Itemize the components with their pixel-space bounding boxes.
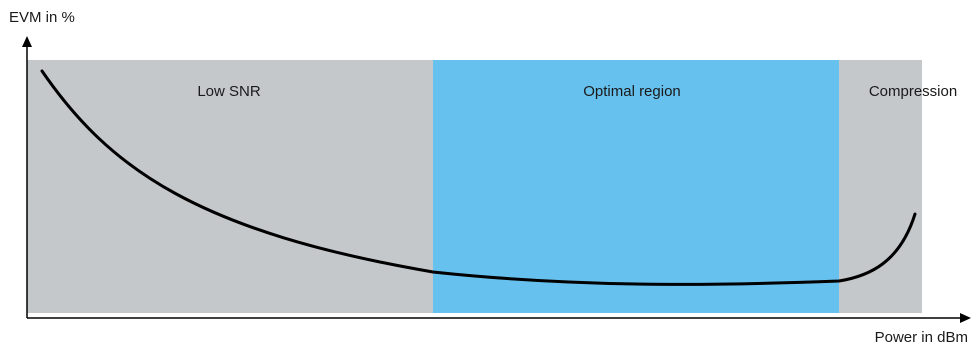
region-optimal <box>433 60 839 313</box>
region-compression <box>839 60 922 313</box>
x-axis-arrowhead <box>960 313 971 323</box>
region-label-compression: Compression <box>869 83 957 100</box>
y-axis-label: EVM in % <box>9 9 75 26</box>
x-axis-label: Power in dBm <box>875 329 968 346</box>
evm-curve <box>40 69 917 286</box>
y-axis-arrowhead <box>22 36 32 47</box>
region-label-optimal: Optimal region <box>583 83 681 100</box>
region-label-low-snr: Low SNR <box>197 83 261 100</box>
region-low-snr <box>27 60 433 313</box>
